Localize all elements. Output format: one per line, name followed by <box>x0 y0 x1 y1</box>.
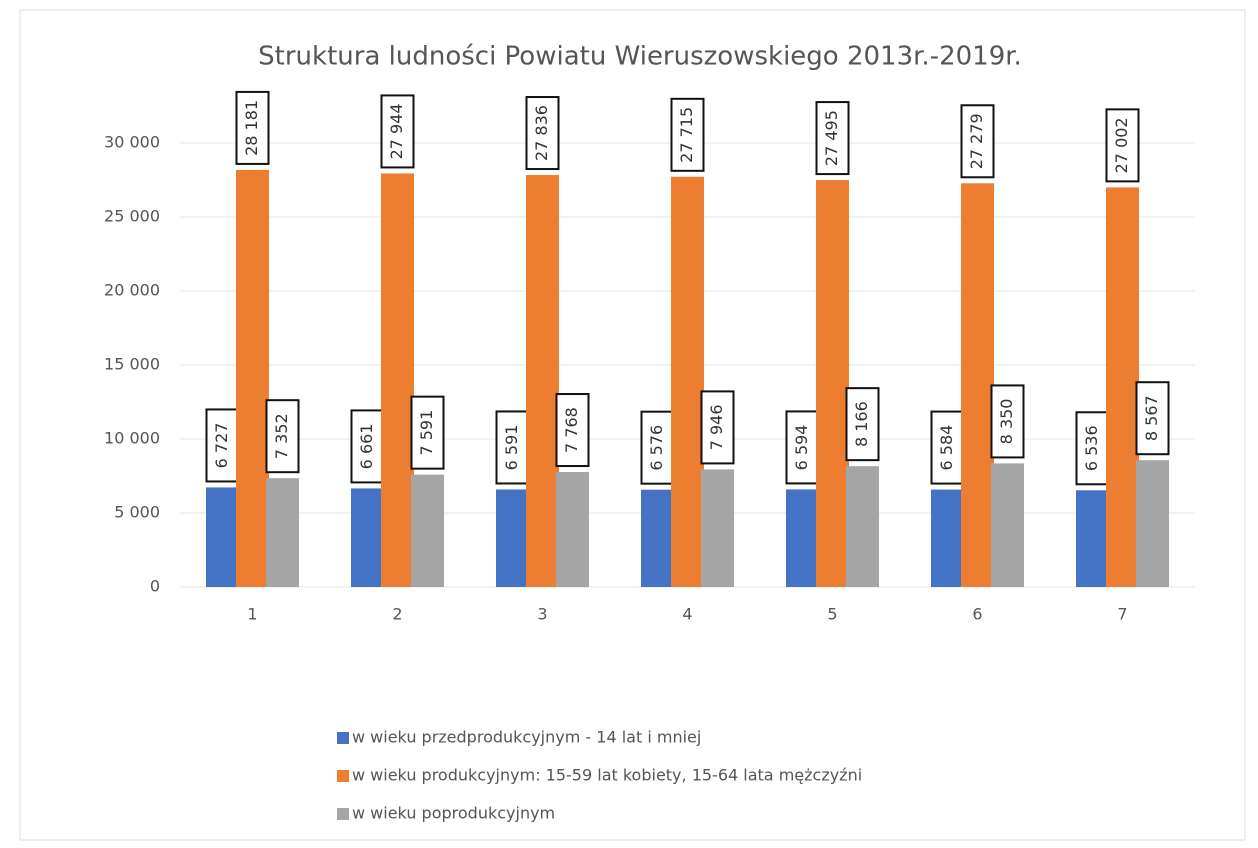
x-tick-label: 6 <box>972 605 982 624</box>
y-tick-label: 15 000 <box>104 355 160 374</box>
data-label-box <box>845 387 880 462</box>
chart-title: Struktura ludności Powiatu Wieruszowskie… <box>258 42 1022 72</box>
bar <box>556 472 589 587</box>
bar <box>641 489 674 587</box>
legend-label: w wieku produkcyjnym: 15-59 lat kobiety,… <box>352 766 862 785</box>
data-label-box <box>350 409 385 484</box>
data-label-box <box>930 410 965 485</box>
bar <box>266 478 299 587</box>
bar <box>351 488 384 587</box>
data-label-box <box>960 104 995 179</box>
data-label: 8 350 <box>997 399 1016 445</box>
data-label: 6 591 <box>502 425 521 471</box>
bar <box>846 466 879 587</box>
bar <box>701 469 734 587</box>
data-label: 6 661 <box>357 424 376 470</box>
data-label-box <box>700 390 735 465</box>
data-label-box <box>1075 411 1110 486</box>
bar <box>671 176 704 587</box>
data-label: 27 715 <box>677 107 696 163</box>
data-label: 27 002 <box>1112 117 1131 173</box>
legend-swatch <box>337 808 349 820</box>
x-tick-label: 4 <box>682 605 692 624</box>
bar <box>1106 187 1139 587</box>
bar <box>816 180 849 587</box>
bar <box>381 173 414 587</box>
data-label: 27 836 <box>532 105 551 161</box>
x-tick-label: 1 <box>247 605 257 624</box>
x-tick-label: 2 <box>392 605 402 624</box>
data-label-box <box>1105 108 1140 183</box>
data-label-box <box>815 101 850 176</box>
data-label: 27 944 <box>387 103 406 159</box>
y-tick-label: 20 000 <box>104 281 160 300</box>
bar <box>1076 490 1109 587</box>
x-tick-label: 5 <box>827 605 837 624</box>
data-label-box <box>205 408 240 483</box>
data-label-box <box>265 399 300 474</box>
data-label-box <box>990 384 1025 459</box>
data-label: 7 352 <box>272 413 291 459</box>
legend-swatch <box>337 770 349 782</box>
y-tick-label: 10 000 <box>104 429 160 448</box>
data-label-box <box>555 393 590 468</box>
data-label-box <box>410 395 445 470</box>
data-label: 27 495 <box>822 110 841 166</box>
bar <box>411 474 444 587</box>
data-label: 6 727 <box>212 423 231 469</box>
y-tick-label: 0 <box>150 577 160 596</box>
bar <box>206 487 239 587</box>
y-tick-label: 25 000 <box>104 207 160 226</box>
y-tick-label: 5 000 <box>114 503 160 522</box>
data-label: 6 594 <box>792 425 811 471</box>
bar <box>786 489 819 587</box>
data-label-box <box>380 94 415 169</box>
data-label: 6 576 <box>647 425 666 471</box>
legend-label: w wieku przedprodukcyjnym - 14 lat i mni… <box>352 728 701 747</box>
bar <box>991 463 1024 587</box>
data-label: 6 584 <box>937 425 956 471</box>
data-label: 8 166 <box>852 401 871 447</box>
x-tick-label: 3 <box>537 605 547 624</box>
data-label: 6 536 <box>1082 425 1101 471</box>
data-label: 7 768 <box>562 407 581 453</box>
data-label-box <box>670 97 705 172</box>
data-label: 7 946 <box>707 404 726 450</box>
data-label: 8 567 <box>1142 395 1161 441</box>
bar <box>526 175 559 587</box>
bar <box>496 489 529 587</box>
data-label: 27 279 <box>967 113 986 169</box>
chart-frame <box>19 9 1246 841</box>
x-tick-label: 7 <box>1117 605 1127 624</box>
data-label-box <box>235 90 270 165</box>
data-label-box <box>1135 381 1170 456</box>
y-tick-label: 30 000 <box>104 133 160 152</box>
data-label: 7 591 <box>417 410 436 456</box>
data-label-box <box>525 96 560 171</box>
legend-swatch <box>337 732 349 744</box>
bar <box>931 489 964 587</box>
legend-label: w wieku poprodukcyjnym <box>352 804 555 823</box>
bar <box>1136 460 1169 587</box>
bar <box>236 169 269 587</box>
bar <box>961 183 994 587</box>
data-label-box <box>785 410 820 485</box>
data-label: 28 181 <box>242 100 261 156</box>
